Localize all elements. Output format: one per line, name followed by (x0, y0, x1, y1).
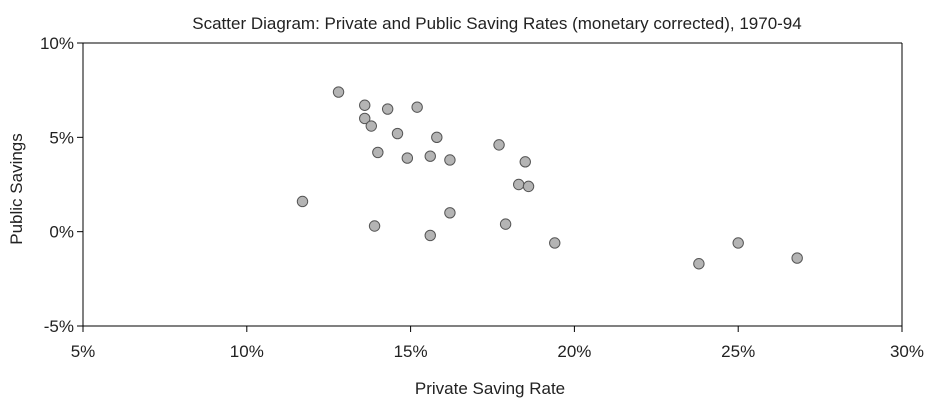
data-point (444, 154, 456, 166)
x-tick-label: 30% (890, 342, 924, 361)
x-tick-label: 25% (721, 342, 755, 361)
y-tick-label: 5% (49, 128, 74, 147)
x-tick-label: 10% (230, 342, 264, 361)
x-tick-label: 15% (394, 342, 428, 361)
data-point (424, 150, 436, 162)
data-point (493, 139, 505, 151)
data-point (513, 178, 525, 191)
data-point (424, 229, 436, 242)
data-point (791, 252, 803, 264)
y-axis-label: Public Savings (7, 133, 26, 245)
data-point (499, 218, 512, 230)
data-points (296, 86, 803, 270)
y-tick-label: 0% (49, 223, 74, 242)
plot-frame (82, 42, 903, 327)
data-point (693, 258, 705, 270)
data-point (444, 207, 456, 219)
data-point (411, 101, 423, 113)
data-point (391, 127, 404, 140)
y-axis-ticks: 10% 5% 0% -5% (40, 34, 83, 336)
data-point (732, 237, 744, 249)
x-tick-label: 20% (557, 342, 591, 361)
chart-title: Scatter Diagram: Private and Public Savi… (192, 14, 801, 33)
data-point (522, 180, 535, 193)
data-point (431, 131, 443, 144)
data-point (519, 156, 531, 168)
x-axis-label: Private Saving Rate (415, 379, 565, 398)
data-point (296, 195, 309, 208)
data-point (549, 237, 561, 249)
x-tick-label: 5% (71, 342, 96, 361)
y-tick-label: -5% (44, 317, 74, 336)
data-point (365, 120, 377, 132)
data-point (401, 152, 414, 164)
data-point (372, 146, 384, 159)
data-point (359, 99, 371, 111)
x-axis-ticks: 5% 10% 15% 20% 25% 30% (71, 326, 924, 361)
data-point (381, 103, 394, 115)
data-point (368, 220, 381, 232)
data-point (332, 86, 345, 98)
y-tick-label: 10% (40, 34, 74, 53)
data-point (359, 112, 371, 125)
